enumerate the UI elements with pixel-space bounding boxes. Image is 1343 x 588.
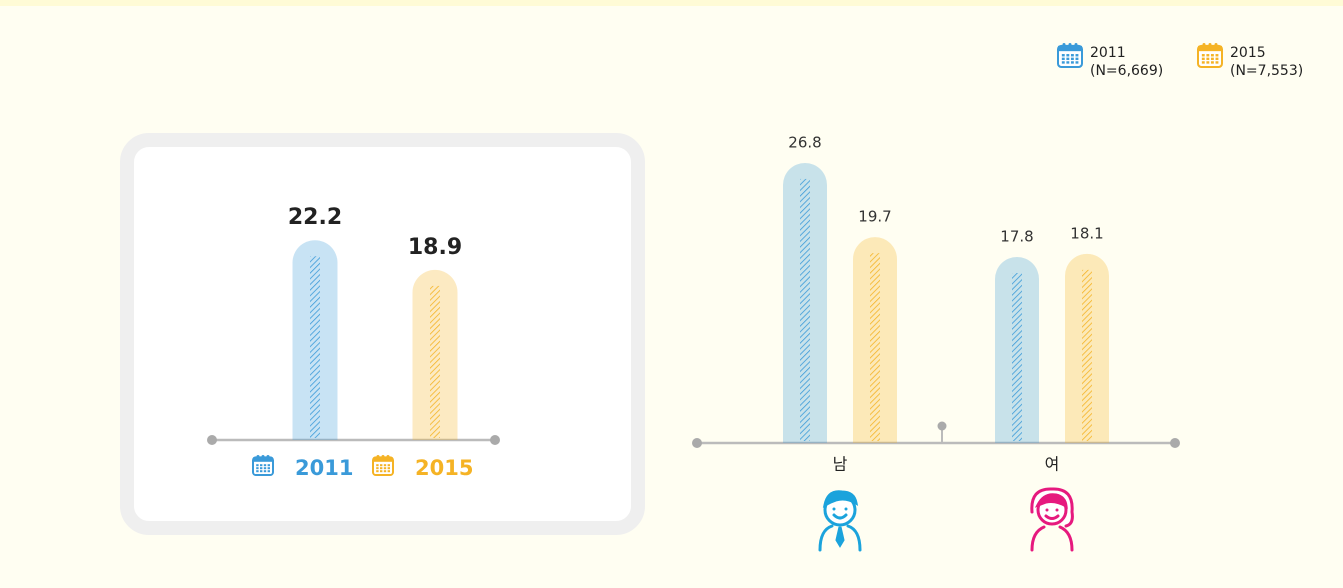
legend-label: 2011 — [1090, 45, 1126, 61]
calendar-dot — [387, 470, 390, 473]
calendar-ring — [1074, 43, 1078, 49]
calendar-dot — [387, 467, 390, 470]
bar-hatch — [1012, 272, 1022, 441]
calendar-icon — [1197, 43, 1223, 69]
category-label: 남 — [833, 455, 848, 474]
calendar-dot — [267, 464, 270, 467]
value-label: 19.7 — [858, 208, 891, 226]
calendar-dot — [380, 470, 383, 473]
calendar-ring — [381, 455, 385, 460]
calendar-dot — [1206, 54, 1210, 57]
calendar-dot — [1201, 57, 1205, 61]
calendar-dot — [1070, 57, 1074, 61]
bar-hatch — [310, 256, 320, 438]
axis-end — [490, 435, 500, 445]
calendar-dot — [1066, 54, 1070, 57]
calendar-ring — [266, 455, 270, 460]
legend-label: 2015 — [1230, 45, 1266, 61]
calendar-dot — [260, 467, 263, 470]
calendar-dot — [1201, 61, 1205, 64]
calendar-dot — [1210, 54, 1214, 57]
calendar-ring — [261, 455, 265, 460]
calendar-dot — [1070, 54, 1074, 57]
bar-hatch — [870, 253, 880, 441]
calendar-dot — [383, 464, 387, 467]
calendar-header — [373, 457, 393, 462]
calendar-dot — [263, 470, 267, 473]
calendar-dot — [267, 467, 270, 470]
bar-hatch — [430, 285, 440, 438]
category-label: 2011 — [295, 456, 353, 480]
value-label: 26.8 — [788, 133, 821, 151]
calendar-dot — [383, 467, 387, 470]
calendar-dot — [1210, 61, 1214, 64]
calendar-icon — [1057, 43, 1083, 69]
calendar-dot — [1061, 57, 1065, 61]
category-label: 2015 — [415, 456, 473, 480]
legend-note: (N=7,553) — [1230, 63, 1303, 79]
value-label: 17.8 — [1000, 227, 1033, 245]
calendar-header — [1058, 45, 1082, 52]
calendar-dot — [380, 464, 383, 467]
calendar-dot — [376, 467, 379, 470]
calendar-dot — [256, 464, 259, 467]
calendar-dot — [376, 464, 379, 467]
calendar-ring — [1202, 43, 1206, 49]
calendar-dot — [1201, 54, 1205, 57]
calendar-dot — [1215, 54, 1219, 57]
calendar-dot — [1075, 57, 1079, 61]
calendar-ring — [1068, 43, 1072, 49]
female-icon — [1030, 487, 1074, 552]
calendar-dot — [1215, 57, 1219, 61]
axis-end — [207, 435, 217, 445]
calendar-icon — [372, 455, 394, 476]
panel — [120, 133, 645, 535]
calendar-ring — [1062, 43, 1066, 49]
legend-note: (N=6,669) — [1090, 63, 1163, 79]
calendar-dot — [1215, 61, 1219, 64]
calendar-ring — [1208, 43, 1212, 49]
bar-hatch — [800, 178, 810, 441]
calendar-dot — [263, 464, 267, 467]
calendar-dot — [260, 470, 263, 473]
category-label: 여 — [1045, 455, 1060, 474]
value-label: 22.2 — [288, 205, 342, 230]
calendar-dot — [1066, 57, 1070, 61]
calendar-icon — [252, 455, 274, 476]
calendar-dot — [1210, 57, 1214, 61]
calendar-header — [253, 457, 273, 462]
calendar-dot — [263, 467, 267, 470]
axis-end — [692, 438, 702, 448]
calendar-dot — [376, 470, 379, 473]
calendar-dot — [1075, 54, 1079, 57]
calendar-dot — [256, 467, 259, 470]
calendar-ring — [1214, 43, 1218, 49]
calendar-ring — [376, 455, 380, 460]
axis-divider-dot — [937, 421, 947, 431]
calendar-dot — [267, 470, 270, 473]
calendar-ring — [256, 455, 260, 460]
calendar-dot — [1061, 61, 1065, 64]
calendar-dot — [1206, 57, 1210, 61]
calendar-dot — [260, 464, 263, 467]
bar-hatch — [1082, 269, 1092, 441]
value-label: 18.9 — [408, 235, 462, 260]
calendar-dot — [387, 464, 390, 467]
calendar-dot — [1061, 54, 1065, 57]
calendar-ring — [386, 455, 390, 460]
value-label: 18.1 — [1070, 224, 1103, 242]
calendar-dot — [256, 470, 259, 473]
calendar-dot — [1070, 61, 1074, 64]
male-icon — [818, 490, 862, 552]
axis-end — [1170, 438, 1180, 448]
calendar-dot — [380, 467, 383, 470]
calendar-dot — [1206, 61, 1210, 64]
calendar-header — [1198, 45, 1222, 52]
calendar-dot — [383, 470, 387, 473]
calendar-dot — [1066, 61, 1070, 64]
calendar-dot — [1075, 61, 1079, 64]
top-band — [0, 0, 1343, 6]
